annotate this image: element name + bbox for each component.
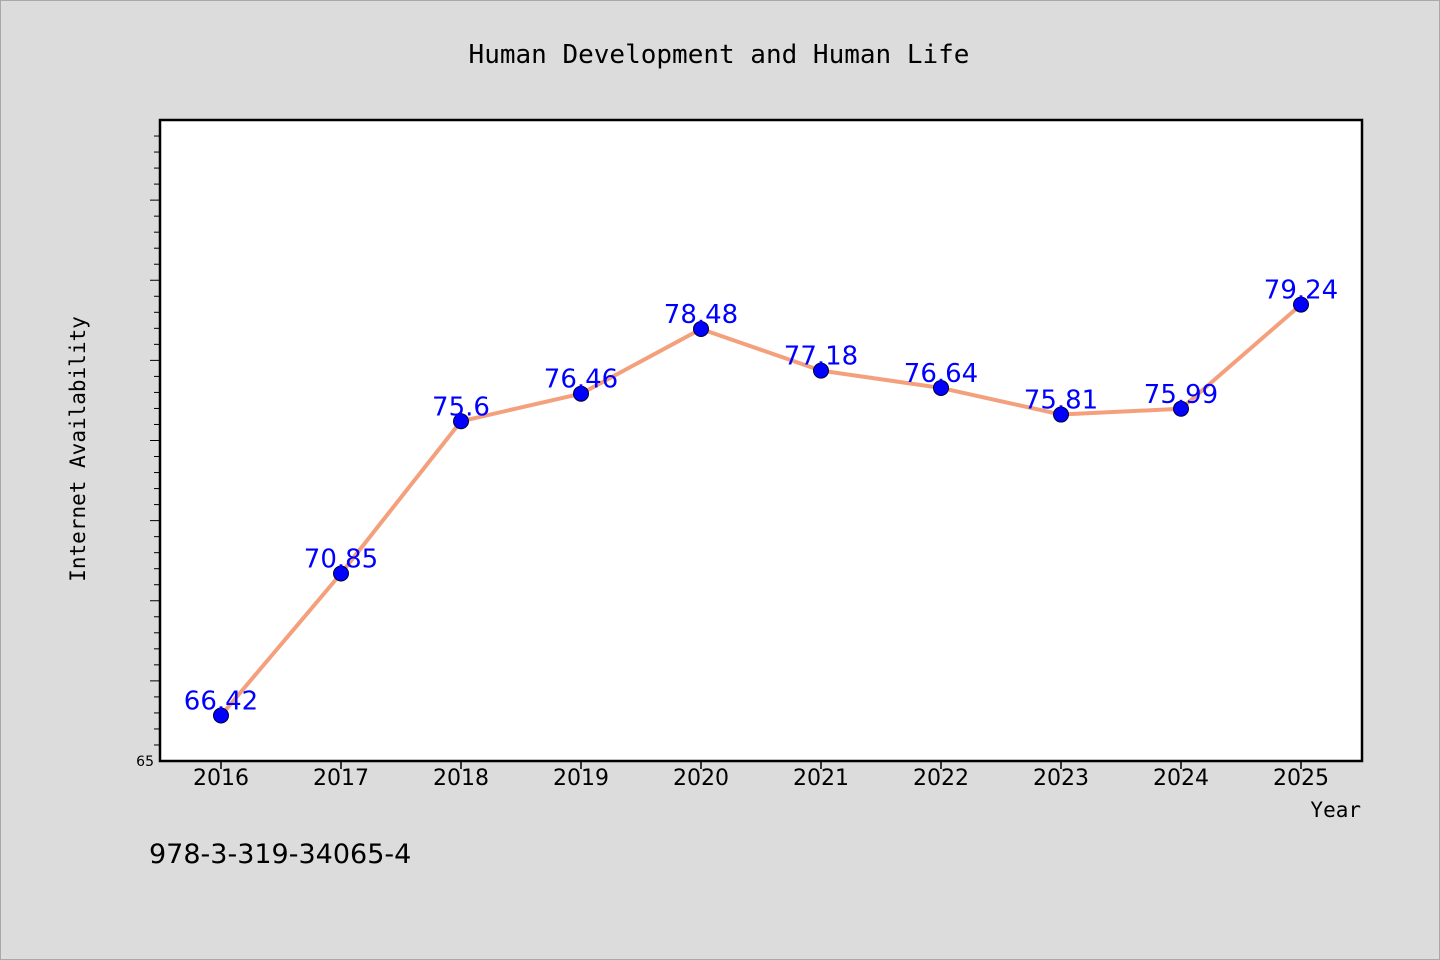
data-label: 76.46 <box>544 365 618 395</box>
data-point <box>573 385 589 402</box>
chart-title: Human Development and Human Life <box>469 40 970 70</box>
data-label: 70.85 <box>304 545 378 575</box>
x-axis: 2016 2017 2018 2019 2020 2021 2022 2023 2024 2025 <box>193 761 1329 791</box>
data-point <box>1053 406 1069 423</box>
data-label: 79.24 <box>1264 276 1338 306</box>
x-tick-label: 2024 <box>1153 766 1209 791</box>
data-point <box>213 707 229 724</box>
data-label: 77.18 <box>784 342 858 372</box>
data-label: 75.81 <box>1024 386 1098 416</box>
x-tick-label: 2020 <box>673 766 729 791</box>
data-label: 75.6 <box>432 392 490 422</box>
data-point <box>813 362 829 379</box>
data-point <box>1293 296 1309 313</box>
data-label-layer: 66.42 70.85 75.6 76.46 78.48 77.18 76.64 75.81 7… <box>184 276 1338 717</box>
x-tick-label: 2017 <box>313 766 369 791</box>
data-label: 66.42 <box>184 686 258 716</box>
y-tick-label: 65 <box>136 754 154 770</box>
x-tick-label: 2025 <box>1273 766 1329 791</box>
x-tick-label: 2019 <box>553 766 609 791</box>
data-point <box>933 379 949 396</box>
data-point <box>333 565 349 582</box>
data-point <box>1173 400 1189 417</box>
data-label: 76.64 <box>904 359 978 389</box>
x-tick-label: 2018 <box>433 766 489 791</box>
series-layer <box>213 296 1309 724</box>
x-tick-label: 2022 <box>913 766 969 791</box>
data-point <box>693 320 709 337</box>
x-tick-label: 2023 <box>1033 766 1089 791</box>
plot-area <box>158 118 1364 763</box>
y-axis: 65 <box>136 135 160 770</box>
x-axis-label: Year <box>1310 798 1361 822</box>
data-label: 75.99 <box>1144 380 1218 410</box>
series-line <box>219 302 1303 718</box>
x-tick-label: 2021 <box>793 766 849 791</box>
isbn-footer: 978-3-319-34065-4 <box>149 839 411 870</box>
data-point <box>453 413 469 430</box>
data-label: 78.48 <box>664 300 738 330</box>
y-axis-label: Internet Availability <box>66 316 90 582</box>
x-tick-label: 2016 <box>193 766 249 791</box>
